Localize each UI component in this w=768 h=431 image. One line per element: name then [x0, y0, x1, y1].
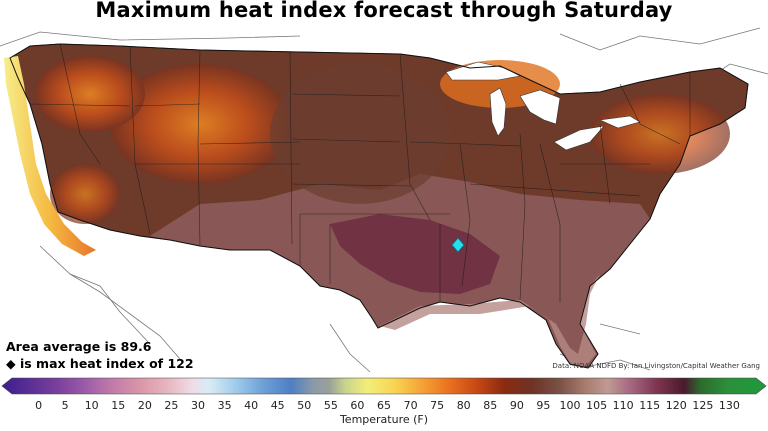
colorbar-tick-label: 95 — [536, 399, 550, 412]
colorbar-tick-label: 50 — [297, 399, 311, 412]
colorbar-tick-label: 15 — [111, 399, 125, 412]
colorbar-tick-label: 25 — [164, 399, 178, 412]
area-average-text: Area average is 89.6 — [6, 339, 152, 354]
colorbar-tick-label: 55 — [324, 399, 338, 412]
colorbar-tick-label: 85 — [483, 399, 497, 412]
colorbar-tick-label: 125 — [692, 399, 713, 412]
data-credit: Data: NOAA NDFD By: Ian Livingston/Capit… — [552, 362, 760, 370]
pacific-coast-band — [4, 56, 96, 256]
colorbar-tick-label: 130 — [719, 399, 740, 412]
colorbar-tick-label: 105 — [586, 399, 607, 412]
colorbar-strip — [1, 377, 767, 395]
colorbar-tick-label: 10 — [85, 399, 99, 412]
colorbar-tick-label: 80 — [457, 399, 471, 412]
great-lakes — [445, 61, 641, 151]
stats-panel: Area average is 89.6 ◆ is max heat index… — [6, 338, 194, 372]
colorbar-tick-label: 45 — [271, 399, 285, 412]
heat-index-map — [0, 24, 768, 374]
colorbar-tick-label: 100 — [560, 399, 581, 412]
colorbar-tick-label: 40 — [244, 399, 258, 412]
colorbar-tick-label: 75 — [430, 399, 444, 412]
colorbar-tick-label: 30 — [191, 399, 205, 412]
heat-rockies — [110, 64, 290, 184]
diamond-icon — [451, 237, 465, 253]
colorbar-tick-label: 5 — [62, 399, 69, 412]
hot-core — [330, 214, 500, 294]
heat-california — [50, 164, 120, 224]
colorbar-tick-label: 35 — [218, 399, 232, 412]
colorbar-tick-label: 60 — [350, 399, 364, 412]
colorbar-label: Temperature (F) — [339, 413, 428, 426]
colorbar-tick-label: 115 — [639, 399, 660, 412]
colorbar-tick-label: 65 — [377, 399, 391, 412]
colorbar-tick-label: 70 — [404, 399, 418, 412]
heat-northwest — [35, 56, 145, 132]
state-borders — [29, 43, 691, 302]
max-heat-index-text: ◆ is max heat index of 122 — [6, 356, 194, 371]
colorbar-tick-label: 20 — [138, 399, 152, 412]
colorbar-tick-label: 110 — [613, 399, 634, 412]
conus-outline — [9, 43, 749, 369]
colorbar: 0 5 10 15 20 25 30 35 40 45 50 55 60 65 70 75 80 85 90 95 10… — [0, 376, 768, 427]
map-title: Maximum heat index forecast through Satu… — [95, 0, 673, 22]
colorbar-tick-label: 0 — [35, 399, 42, 412]
colorbar-tick-label: 120 — [666, 399, 687, 412]
colorbar-tick-label: 90 — [510, 399, 524, 412]
plains-band — [270, 64, 450, 204]
gulf-band — [380, 274, 600, 366]
